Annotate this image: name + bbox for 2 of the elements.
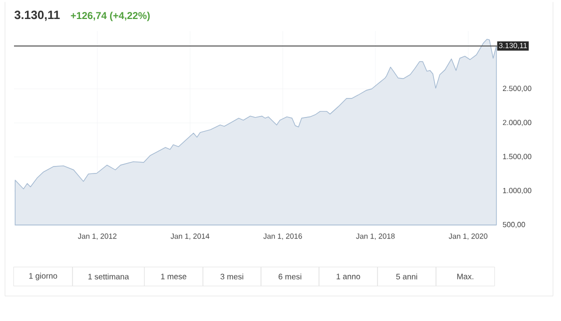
chart-subtitle: +126,74 (+4,22%) [70, 12, 150, 22]
chart-title: 3.130,11 [14, 10, 60, 21]
